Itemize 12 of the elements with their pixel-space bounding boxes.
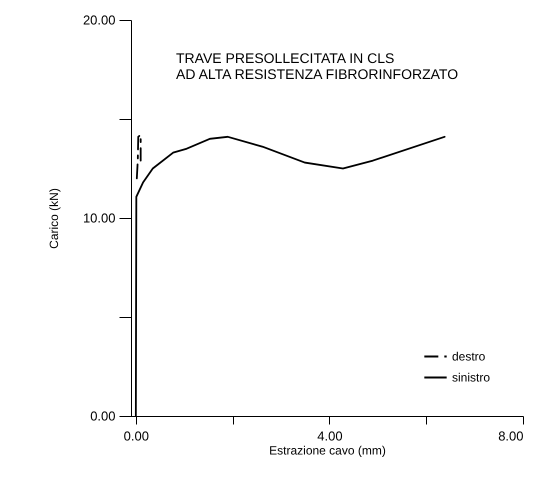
x-tick-label: 8.00 [498,428,524,444]
line-series [136,134,142,180]
x-tick-label: 0.00 [124,428,149,444]
y-tick-label: 0.00 [90,408,116,424]
text: TRAVE PRESOLLECITATA IN CLS AD ALTA RESISTENZA FIBRORINFORZATO [176,50,458,82]
x-axis-title: Estrazione cavo (mm) [269,444,386,458]
y-axis-title: Carico (kN) [46,188,61,249]
legend-label: destro [452,350,486,364]
y-tick-label: 20.00 [82,12,116,28]
y-tick-label: 10.00 [82,210,116,226]
legend-label: sinistro [452,370,490,384]
x-tick-label: 4.00 [317,428,343,444]
